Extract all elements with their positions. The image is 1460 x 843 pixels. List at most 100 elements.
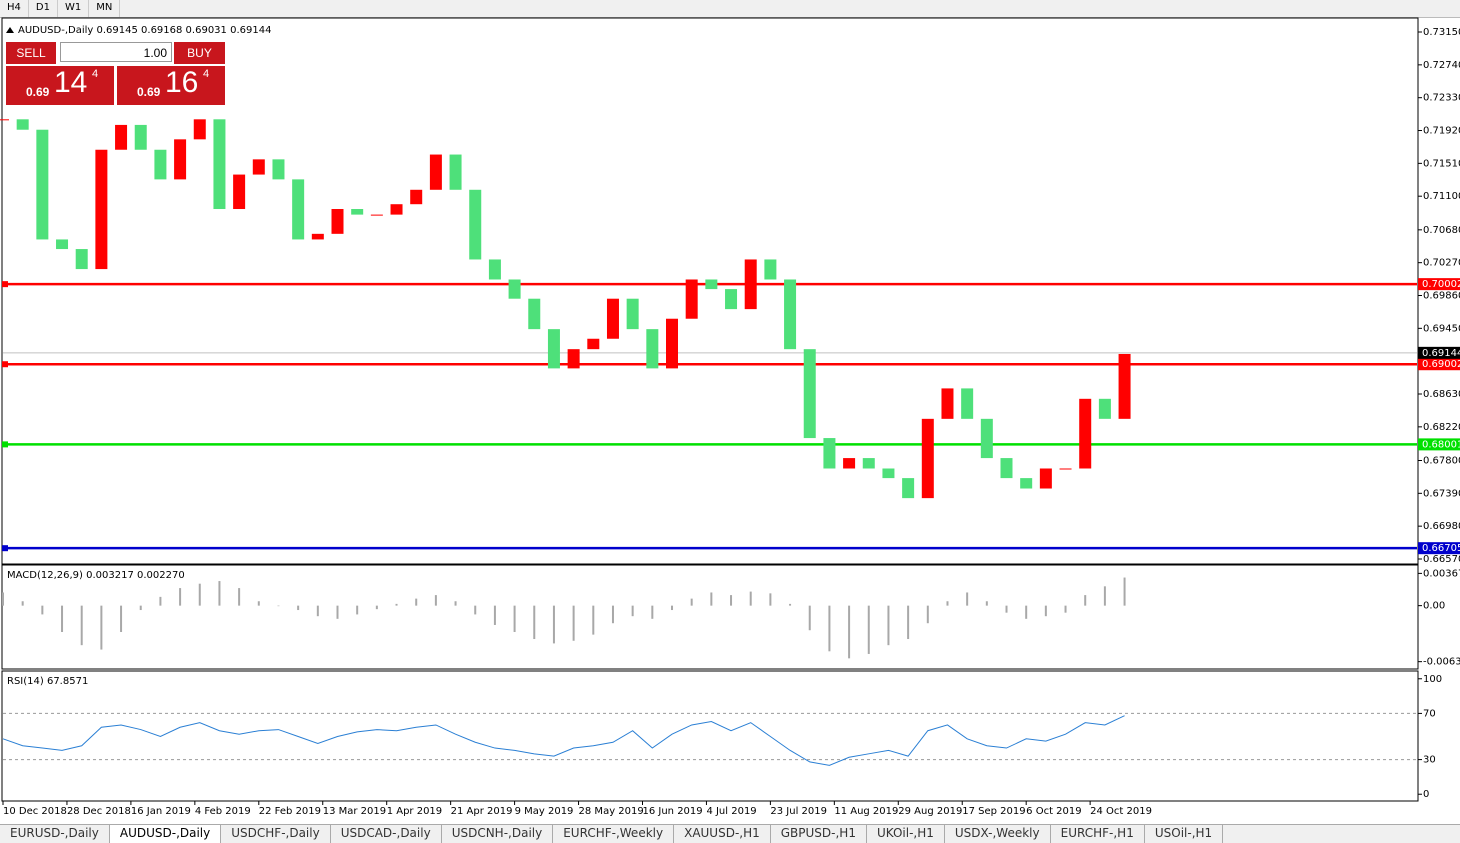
histogram-bar (474, 605, 477, 615)
candle (961, 388, 974, 419)
histogram-bar (159, 596, 162, 606)
y-tick-label: 0 (1423, 789, 1429, 800)
histogram-bar (375, 605, 378, 610)
x-tick-label: 4 Feb 2019 (195, 806, 251, 817)
chart-tab[interactable]: USOil-,H1 (1145, 825, 1224, 843)
histogram-bar (356, 605, 359, 615)
timeframe-button[interactable]: MN (89, 0, 121, 17)
volume-input[interactable]: 1.00 (60, 42, 172, 62)
candle (685, 279, 698, 319)
timeframe-button[interactable]: D1 (29, 0, 58, 17)
timeframe-button[interactable]: H4 (0, 0, 29, 17)
timeframe-button[interactable]: W1 (58, 0, 90, 17)
y-tick-label: 0.003674 (1423, 568, 1460, 579)
sell-price[interactable]: 0.69 14 4 (6, 66, 114, 105)
chart-tab[interactable]: UKOil-,H1 (867, 825, 945, 843)
histogram-bar (434, 595, 437, 606)
candle (1098, 398, 1111, 419)
x-tick-label: 11 Aug 2019 (834, 806, 898, 817)
histogram-bar (789, 603, 792, 606)
collapse-icon[interactable] (6, 27, 14, 33)
buy-button[interactable]: BUY (174, 42, 225, 64)
candle (252, 159, 265, 175)
level-label: 0.69002 (1422, 359, 1460, 370)
x-tick-label: 23 Jul 2019 (770, 806, 827, 817)
histogram-bar (1025, 605, 1028, 619)
histogram-bar (946, 601, 949, 606)
price-prefix: 0.69 (26, 85, 50, 99)
macd-title: MACD(12,26,9) 0.003217 0.002270 (7, 570, 185, 581)
level-label-box (1418, 542, 1460, 555)
histogram-bar (926, 605, 929, 624)
candle (36, 129, 49, 240)
x-tick-label: 1 Apr 2019 (387, 806, 442, 817)
chart-tab[interactable]: XAUUSD-,H1 (674, 825, 771, 843)
candle (1020, 478, 1033, 489)
chart-tab[interactable]: EURUSD-,Daily (0, 825, 110, 843)
histogram-bar (749, 591, 752, 606)
histogram-bar (513, 605, 516, 632)
candle (193, 119, 206, 140)
buy-price[interactable]: 0.69 16 4 (117, 66, 225, 105)
candle (331, 209, 344, 234)
rsi-line (2, 715, 1125, 766)
candle (95, 149, 108, 270)
candle (292, 179, 305, 240)
candle (390, 204, 403, 215)
chart-tab[interactable]: EURCHF-,H1 (1051, 825, 1145, 843)
histogram-bar (493, 605, 496, 625)
candle (75, 249, 88, 270)
y-tick-label: 100 (1423, 674, 1442, 685)
level-label-box (1418, 278, 1460, 291)
candle (1000, 458, 1013, 479)
histogram-bar (238, 588, 241, 606)
candle (567, 349, 580, 369)
chart-tab[interactable]: USDCHF-,Daily (221, 825, 331, 843)
candle (843, 458, 856, 469)
bid-label-box (1418, 346, 1460, 359)
histogram-bar (651, 605, 654, 619)
sell-button[interactable]: SELL (6, 42, 56, 64)
histogram-bar (867, 605, 870, 654)
candle (666, 318, 679, 369)
histogram-bar (41, 605, 44, 615)
histogram-bar (336, 605, 339, 619)
candle (488, 259, 501, 280)
macd-frame (1, 564, 1419, 670)
chart-tab[interactable]: USDX-,Weekly (945, 825, 1051, 843)
histogram-bar (277, 605, 280, 607)
candle (862, 458, 875, 469)
chart-tab[interactable]: GBPUSD-,H1 (771, 825, 867, 843)
histogram-bar (454, 601, 457, 606)
histogram-bar (808, 605, 811, 631)
candle (272, 159, 285, 180)
chart-tab[interactable]: USDCNH-,Daily (442, 825, 554, 843)
histogram-bar (316, 605, 319, 617)
chart-tab[interactable]: AUDUSD-,Daily (109, 825, 222, 843)
y-tick-label: 30 (1423, 755, 1436, 766)
chart-tab[interactable]: EURCHF-,Weekly (553, 825, 675, 843)
candle (882, 468, 895, 479)
histogram-bar (828, 605, 831, 652)
price-prefix: 0.69 (137, 85, 161, 99)
x-tick-label: 10 Dec 2018 (3, 806, 67, 817)
histogram-bar (552, 605, 555, 644)
histogram-bar (848, 605, 851, 659)
x-tick-label: 21 Apr 2019 (451, 806, 513, 817)
histogram-bar (690, 598, 693, 606)
chart-tab[interactable]: USDCAD-,Daily (331, 825, 442, 843)
candle (154, 149, 167, 180)
price-main: 16 (165, 66, 199, 99)
candle (429, 154, 442, 190)
level-label: 0.70002 (1422, 279, 1460, 290)
x-tick-label: 28 Dec 2018 (67, 806, 131, 817)
